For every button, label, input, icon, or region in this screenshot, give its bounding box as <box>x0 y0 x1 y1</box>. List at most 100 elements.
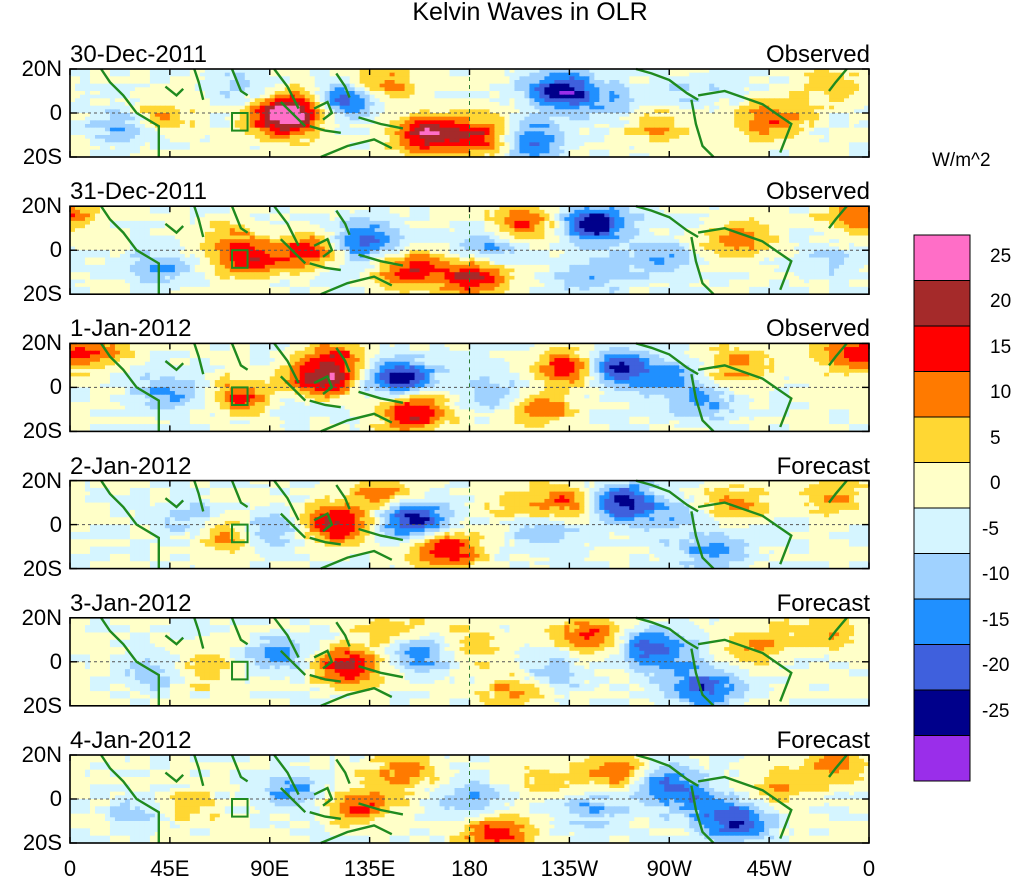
heatmap-cell <box>839 149 845 154</box>
heatmap-cell <box>589 142 595 147</box>
heatmap-cell <box>269 113 276 118</box>
heatmap-cell <box>194 224 201 229</box>
heatmap-cell <box>319 113 326 118</box>
heatmap-cell <box>234 153 241 158</box>
heatmap-cell <box>804 228 810 233</box>
heatmap-cell <box>749 113 755 118</box>
heatmap-cell <box>124 113 131 118</box>
heatmap-cell <box>834 153 840 158</box>
heatmap-cell <box>214 76 221 81</box>
heatmap-cell <box>249 69 256 74</box>
heatmap-cell <box>684 213 690 218</box>
heatmap-cell <box>484 153 491 158</box>
heatmap-cell <box>694 228 700 233</box>
heatmap-cell <box>284 76 291 81</box>
heatmap-cell <box>334 127 341 132</box>
heatmap-cell <box>139 76 146 81</box>
heatmap-cell <box>509 135 516 140</box>
heatmap-cell <box>179 120 186 125</box>
heatmap-cell <box>279 209 286 215</box>
heatmap-cell <box>724 209 730 215</box>
heatmap-cell <box>279 149 286 154</box>
heatmap-cell <box>784 120 790 125</box>
heatmap-cell <box>399 153 406 158</box>
heatmap-cell <box>419 224 426 229</box>
heatmap-cell <box>234 149 241 154</box>
heatmap-cell <box>149 146 156 151</box>
heatmap-cell <box>629 94 635 99</box>
heatmap-cell <box>109 213 116 218</box>
heatmap-cell <box>489 124 496 129</box>
heatmap-cell <box>529 120 536 125</box>
heatmap-cell <box>799 131 805 136</box>
heatmap-cell <box>149 224 156 229</box>
heatmap-cell <box>749 102 755 107</box>
heatmap-cell <box>379 113 386 118</box>
heatmap-cell <box>314 80 321 85</box>
heatmap-cell <box>784 206 790 211</box>
heatmap-cell <box>579 94 585 99</box>
heatmap-cell <box>799 206 805 211</box>
heatmap-cell <box>224 146 231 151</box>
heatmap-cell <box>184 228 191 233</box>
heatmap-cell <box>244 206 251 211</box>
heatmap-cell <box>364 69 371 74</box>
heatmap-cell <box>454 98 461 103</box>
heatmap-cell <box>329 124 336 129</box>
heatmap-cell <box>394 113 401 118</box>
heatmap-cell <box>409 213 416 218</box>
heatmap-cell <box>854 87 860 92</box>
heatmap-cell <box>259 220 266 226</box>
heatmap-cell <box>474 105 481 110</box>
heatmap-cell <box>439 209 446 215</box>
heatmap-cell <box>539 135 545 140</box>
heatmap-cell <box>689 91 695 96</box>
heatmap-cell <box>714 146 720 151</box>
heatmap-cell <box>654 91 660 96</box>
heatmap-cell <box>179 217 186 222</box>
heatmap-cell <box>324 217 331 222</box>
heatmap-cell <box>374 228 381 233</box>
heatmap-cell <box>679 69 685 74</box>
heatmap-cell <box>99 142 106 147</box>
heatmap-cell <box>304 224 311 229</box>
heatmap-cell <box>134 124 141 129</box>
heatmap-cell <box>749 135 755 140</box>
heatmap-cell <box>419 116 426 121</box>
heatmap-cell <box>554 209 560 215</box>
heatmap-cell <box>579 109 585 114</box>
heatmap-cell <box>444 124 451 129</box>
heatmap-cell <box>169 220 176 226</box>
heatmap-cell <box>279 153 286 158</box>
heatmap-cell <box>244 217 251 222</box>
heatmap-cell <box>364 146 371 151</box>
heatmap-cell <box>629 209 635 215</box>
heatmap-cell <box>204 213 211 218</box>
heatmap-cell <box>734 94 740 99</box>
heatmap-cell <box>84 146 91 151</box>
heatmap-cell <box>164 206 171 211</box>
heatmap-cell <box>719 109 725 114</box>
heatmap-cell <box>564 116 570 121</box>
heatmap-cell <box>514 224 521 229</box>
heatmap-cell <box>844 220 850 226</box>
heatmap-cell <box>444 91 451 96</box>
heatmap-cell <box>679 109 685 114</box>
heatmap-cell <box>274 109 281 114</box>
heatmap-cell <box>414 76 421 81</box>
heatmap-cell <box>74 206 81 211</box>
heatmap-cell <box>174 105 181 110</box>
heatmap-cell <box>814 135 820 140</box>
heatmap-cell <box>714 80 720 85</box>
heatmap-cell <box>129 209 136 215</box>
heatmap-cell <box>504 120 511 125</box>
heatmap-cell <box>764 102 770 107</box>
heatmap-cell <box>654 76 660 81</box>
heatmap-cell <box>334 87 341 92</box>
heatmap-cell <box>189 116 196 121</box>
heatmap-cell <box>629 87 635 92</box>
heatmap-cell <box>194 120 201 125</box>
heatmap-cell <box>369 124 376 129</box>
heatmap-cell <box>404 113 411 118</box>
heatmap-cell <box>374 209 381 215</box>
